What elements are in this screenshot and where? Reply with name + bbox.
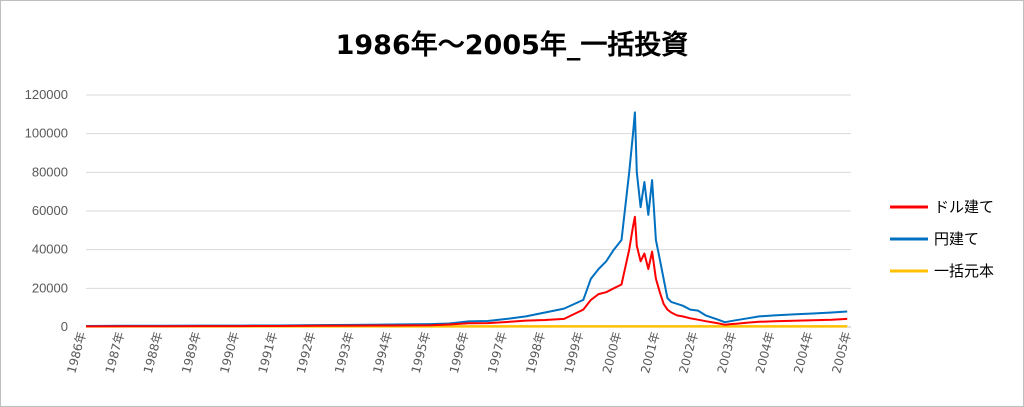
- x-tick-label: 1989年: [179, 330, 204, 375]
- x-tick-label: 2000年: [600, 330, 625, 375]
- legend-label: ドル建て: [934, 198, 994, 216]
- y-tick-label: 40000: [32, 242, 68, 257]
- x-tick-label: 1988年: [141, 330, 166, 375]
- x-tick-label: 1995年: [409, 330, 434, 375]
- x-tick-label: 1991年: [256, 330, 281, 375]
- legend-label: 一括元本: [934, 262, 994, 280]
- x-tick-label: 1993年: [332, 330, 357, 375]
- x-tick-label: 2004年: [753, 330, 778, 375]
- x-tick-label: 1998年: [523, 330, 548, 375]
- series-lines: [85, 111, 848, 328]
- y-tick-label: 80000: [32, 164, 68, 179]
- x-tick-label: 2002年: [676, 330, 701, 375]
- x-tick-label: 2005年: [829, 330, 854, 375]
- x-tick-label: 1996年: [447, 330, 472, 375]
- x-tick-label: 1997年: [485, 330, 510, 375]
- y-tick-label: 60000: [32, 203, 68, 218]
- x-tick-label: 1987年: [103, 330, 128, 375]
- y-tick-label: 120000: [25, 87, 68, 102]
- y-tick-label: 100000: [25, 126, 68, 141]
- x-tick-label: 2003年: [715, 330, 740, 375]
- x-tick-label: 1990年: [217, 330, 242, 375]
- series-line-2: [85, 111, 848, 327]
- x-tick-label: 1992年: [294, 330, 319, 375]
- chart-title: 1986年～2005年_一括投資: [335, 30, 689, 61]
- x-axis-ticks: 1986年 1987年 1988年 1989年 1990年 1991年 1992年 1993年…: [64, 330, 854, 375]
- series-line-1: [85, 215, 848, 328]
- x-tick-label: 1999年: [562, 330, 587, 375]
- x-tick-label: 2001年: [638, 330, 663, 375]
- y-tick-label: 20000: [32, 280, 68, 295]
- y-tick-label: 0: [61, 319, 68, 334]
- x-tick-label: 1986年: [64, 330, 89, 375]
- x-tick-label: 2004年: [791, 330, 816, 375]
- x-tick-label: 1994年: [370, 330, 395, 375]
- gridlines: [86, 94, 851, 328]
- y-axis-ticks: 0 20000 40000 60000 80000 100000 120000: [25, 87, 68, 334]
- legend-label: 円建て: [934, 230, 979, 248]
